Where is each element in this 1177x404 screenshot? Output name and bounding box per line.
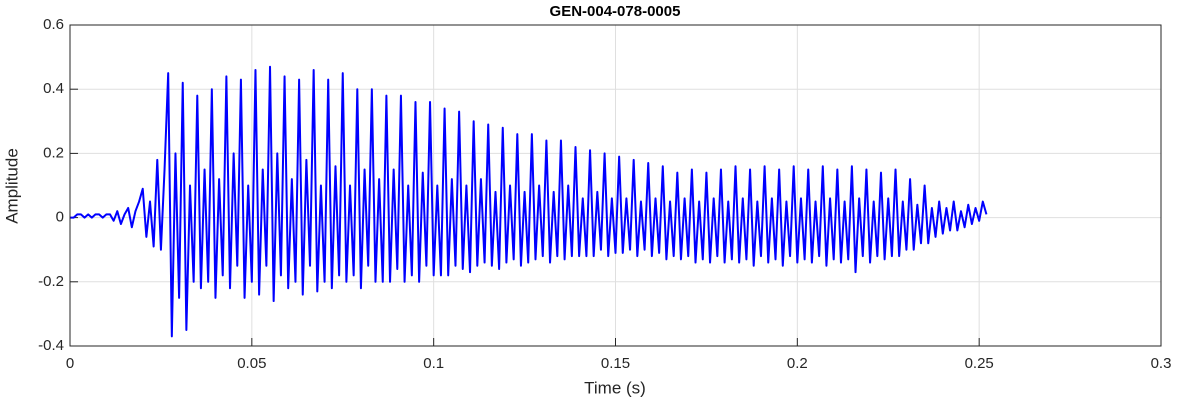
x-tick-label: 0: [66, 355, 74, 372]
plot: [70, 65, 988, 338]
x-tick-label: 0.2: [787, 355, 808, 372]
y-axis-label: Amplitude: [2, 148, 21, 224]
y-tick-label: -0.2: [38, 273, 64, 290]
y-tick-label: 0: [56, 209, 64, 226]
waveform-line: [70, 65, 988, 338]
y-tick-label: 0.6: [43, 16, 64, 33]
x-tick-label: 0.1: [423, 355, 444, 372]
x-tick-label: 0.15: [601, 355, 630, 372]
x-tick-label: 0.25: [965, 355, 994, 372]
y-tick-label: 0.2: [43, 144, 64, 161]
x-tick-label: 0.3: [1151, 355, 1172, 372]
x-tick-label: 0.05: [237, 355, 266, 372]
x-axis-label: Time (s): [584, 378, 646, 397]
y-tick-label: -0.4: [38, 337, 64, 354]
y-tick-label: 0.4: [43, 80, 64, 97]
chart-title: GEN-004-078-0005: [550, 3, 681, 20]
axes-box: [69, 24, 1162, 347]
